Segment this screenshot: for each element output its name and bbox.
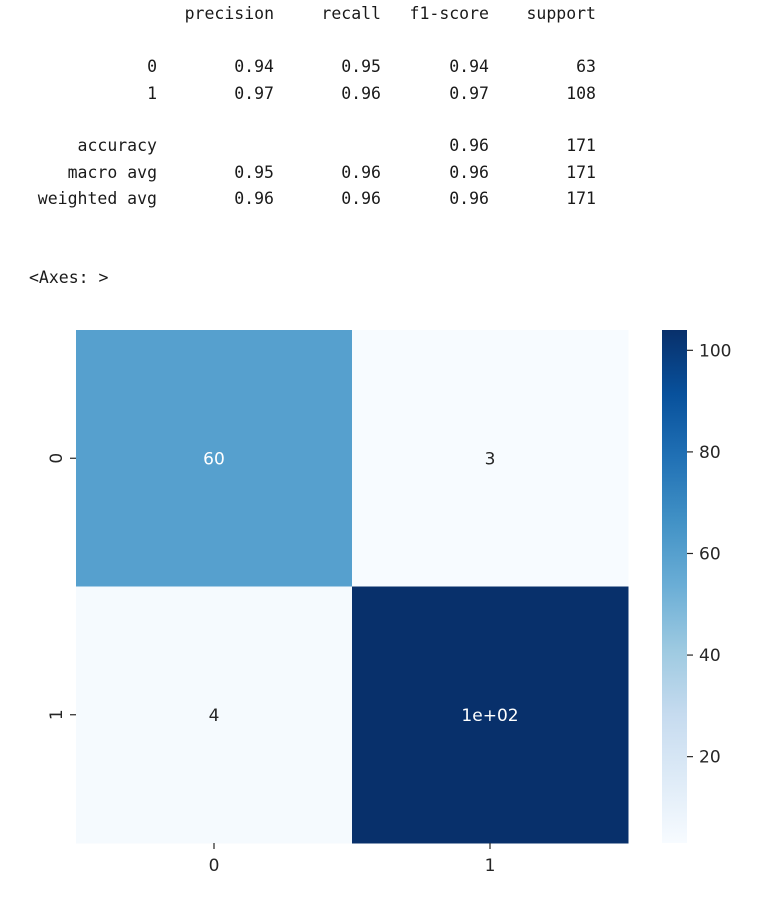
y-tick-label: 1 — [47, 709, 67, 720]
report-cell: 0.96 — [449, 189, 489, 208]
confusion-matrix-heatmap: 60 3 4 1e+02 0 1 0 1 20 40 60 80 100 — [47, 330, 731, 876]
report-header-f1-score: f1-score — [409, 4, 489, 23]
report-cell: 0.97 — [234, 84, 274, 103]
classification-report: precision recall f1-score support 0 0.94 0.95 0… — [0, 0, 782, 260]
heatmap-annotation: 1e+02 — [461, 706, 518, 726]
colorbar-tick-label: 60 — [699, 544, 721, 564]
heatmap-cell-0-0 — [76, 330, 353, 587]
report-cell: 63 — [576, 57, 596, 76]
report-row-label: 0 — [147, 57, 157, 76]
heatmap-cell-0-1 — [352, 330, 629, 587]
colorbar-tick-label: 100 — [699, 341, 731, 361]
heatmap-cell-1-0 — [76, 586, 353, 844]
report-row-label: macro avg — [67, 163, 157, 182]
heatmap-cell-1-1 — [352, 586, 629, 844]
x-tick-label: 1 — [485, 856, 496, 876]
report-row-label: accuracy — [77, 136, 157, 155]
report-cell: 0.96 — [341, 84, 381, 103]
report-header-support: support — [526, 4, 596, 23]
heatmap-annotation: 4 — [209, 706, 220, 726]
report-row-label: 1 — [147, 84, 157, 103]
report-cell: 0.94 — [234, 57, 274, 76]
report-cell: 108 — [566, 84, 596, 103]
y-tick-label: 0 — [47, 453, 67, 464]
report-cell: 171 — [566, 136, 596, 155]
axes-repr-text: <Axes: > — [29, 268, 109, 287]
report-header-precision: precision — [184, 4, 274, 23]
report-cell: 0.96 — [449, 136, 489, 155]
heatmap-annotation: 60 — [203, 449, 225, 469]
x-tick-label: 0 — [209, 856, 220, 876]
report-cell: 0.95 — [341, 57, 381, 76]
report-cell: 0.96 — [234, 189, 274, 208]
report-cell: 0.96 — [341, 163, 381, 182]
report-cell: 0.95 — [234, 163, 274, 182]
report-cell: 0.97 — [449, 84, 489, 103]
report-cell: 0.96 — [449, 163, 489, 182]
heatmap-annotation: 3 — [485, 449, 496, 469]
colorbar-tick-label: 80 — [699, 443, 721, 463]
report-header-recall: recall — [321, 4, 381, 23]
colorbar-tick-label: 20 — [699, 748, 721, 768]
report-cell: 171 — [566, 163, 596, 182]
report-cell: 171 — [566, 189, 596, 208]
colorbar — [662, 330, 687, 843]
report-cell: 0.96 — [341, 189, 381, 208]
colorbar-tick-label: 40 — [699, 646, 721, 666]
report-cell: 0.94 — [449, 57, 489, 76]
report-row-label: weighted avg — [37, 189, 157, 208]
